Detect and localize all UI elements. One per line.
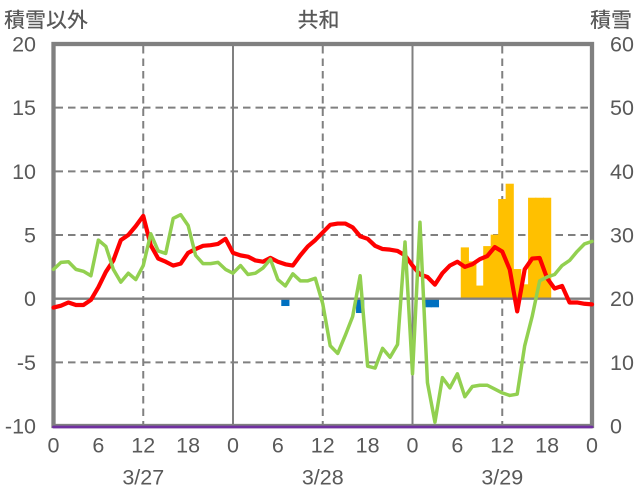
right-axis-label-20: 20 — [610, 287, 634, 311]
left-axis-label-20: 20 — [12, 33, 36, 57]
x-hour-label-11: 18 — [535, 434, 559, 458]
x-hour-label-5: 6 — [272, 434, 284, 458]
kanji-glyph — [46, 10, 67, 30]
left-axis-label-5: 5 — [24, 224, 36, 248]
orange-bar-h64 — [528, 197, 537, 300]
x-hour-label-10: 12 — [490, 434, 514, 458]
x-hour-label-0: 0 — [48, 434, 60, 458]
orange-bar-h55 — [460, 247, 469, 300]
kanji-glyph — [26, 10, 45, 30]
x-date-label-3-28: 3/28 — [302, 466, 344, 490]
left-axis-title — [4, 9, 88, 30]
right-axis-label-60: 60 — [610, 33, 634, 57]
kanji-glyph — [590, 9, 611, 30]
right-axis-title — [590, 9, 631, 30]
left-axis-label-10: 10 — [12, 160, 36, 184]
x-hour-label-9: 6 — [451, 434, 463, 458]
left-axis-label--10: -10 — [5, 415, 36, 439]
right-axis-label-0: 0 — [610, 415, 622, 439]
left-axis-label-0: 0 — [24, 287, 36, 311]
x-hour-label-2: 12 — [131, 434, 155, 458]
orange-bar-h59 — [490, 234, 499, 300]
kanji-glyph — [612, 10, 631, 30]
kanji-glyph — [67, 9, 88, 30]
x-hour-label-7: 18 — [356, 434, 380, 458]
x-hour-label-4: 0 — [227, 434, 239, 458]
x-date-label-3-27: 3/27 — [122, 466, 164, 490]
right-axis-label-10: 10 — [610, 351, 634, 375]
orange-bar-h57 — [475, 285, 484, 300]
x-hour-label-1: 6 — [92, 434, 104, 458]
x-hour-label-12: 0 — [586, 434, 598, 458]
right-axis-label-30: 30 — [610, 224, 634, 248]
green-line — [51, 212, 594, 424]
chart-title — [298, 9, 338, 30]
red-line — [51, 213, 595, 314]
x-hour-label-8: 0 — [407, 434, 419, 458]
kanji-glyph — [298, 9, 318, 30]
blue-bar-h51 — [430, 298, 440, 308]
left-axis-label--5: -5 — [17, 351, 36, 375]
x-hour-label-3: 18 — [176, 434, 200, 458]
x-date-label-3-29: 3/29 — [481, 466, 523, 490]
right-axis-label-40: 40 — [610, 160, 634, 184]
right-axis-label-50: 50 — [610, 96, 634, 120]
kanji-glyph — [4, 9, 25, 30]
left-axis-label-15: 15 — [12, 96, 36, 120]
x-hour-label-6: 12 — [311, 434, 335, 458]
kanji-glyph — [319, 9, 338, 30]
